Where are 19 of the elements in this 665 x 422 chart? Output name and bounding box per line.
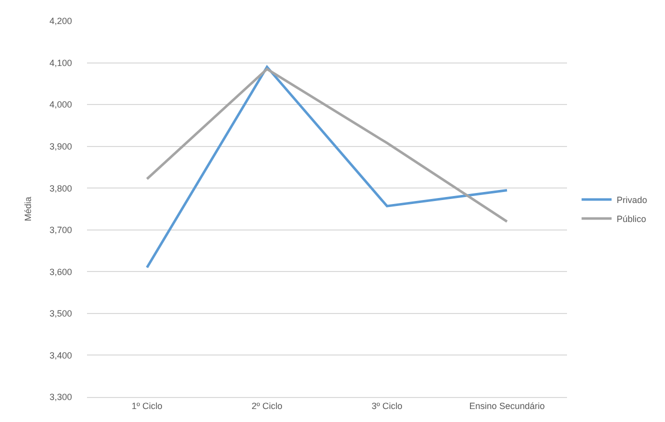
legend-label: Privado <box>616 195 648 206</box>
legend-label: Público <box>616 214 646 224</box>
y-tick-label: 3,300 <box>49 392 72 402</box>
y-tick-label: 3,400 <box>49 350 72 360</box>
y-tick-label: 4,100 <box>49 58 72 68</box>
line-series <box>146 66 508 269</box>
y-tick-label: 3,700 <box>49 225 72 236</box>
x-tick-label: 1º Ciclo <box>132 400 162 411</box>
y-tick-label: 3,500 <box>49 308 72 319</box>
line-series <box>146 68 508 223</box>
x-tick-label: Ensino Secundário <box>469 400 545 411</box>
y-tick-label: 3,900 <box>49 141 72 152</box>
y-tick-label: 3,800 <box>49 183 72 194</box>
x-tick-label: 2º Ciclo <box>252 400 282 411</box>
x-tick-label: 3º Ciclo <box>372 400 402 411</box>
y-tick-label: 4,000 <box>49 100 72 110</box>
y-tick-label: 4,200 <box>49 16 72 26</box>
y-tick-label: 3,600 <box>49 266 72 277</box>
y-axis-title: Média <box>22 196 33 222</box>
